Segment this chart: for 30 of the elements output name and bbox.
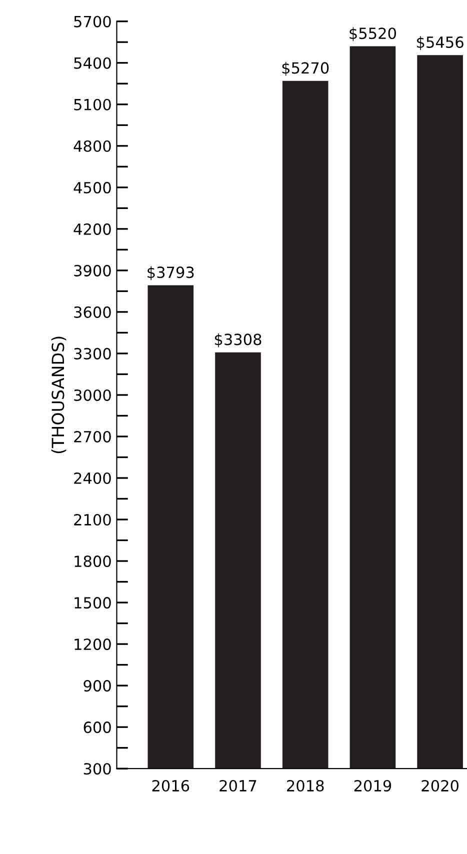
data-label: $5456 bbox=[417, 36, 464, 50]
y-tick-label: 900 bbox=[84, 680, 111, 692]
y-tick-label: 1200 bbox=[74, 638, 111, 650]
y-tick-label: 4200 bbox=[74, 223, 111, 235]
y-tick-label: 4800 bbox=[74, 140, 111, 152]
data-label: $3793 bbox=[148, 266, 194, 280]
y-tick-label: 2100 bbox=[74, 514, 111, 526]
y-tick-label: 5400 bbox=[74, 57, 111, 69]
y-tick-label: 3000 bbox=[74, 389, 111, 401]
x-tick-label: 2018 bbox=[287, 780, 324, 792]
y-tick-label: 3600 bbox=[74, 306, 111, 318]
y-tick-label: 600 bbox=[84, 722, 111, 734]
y-tick-label: 5100 bbox=[74, 98, 111, 110]
y-tick-label: 1800 bbox=[74, 555, 111, 568]
y-tick-label: 5700 bbox=[74, 16, 111, 28]
y-tick-label: 300 bbox=[84, 763, 111, 775]
data-label: $5520 bbox=[350, 27, 396, 42]
y-tick-label: 1500 bbox=[74, 597, 111, 609]
x-tick-label: 2019 bbox=[354, 780, 392, 792]
y-tick-label: 3900 bbox=[74, 264, 111, 276]
y-axis-title: (THOUSANDS) bbox=[51, 336, 66, 454]
y-tick-label: 2700 bbox=[74, 430, 111, 443]
y-tick-label: 3300 bbox=[74, 348, 111, 360]
x-tick-label: 2016 bbox=[152, 780, 190, 792]
data-label: $5270 bbox=[282, 62, 329, 76]
y-tick-label: 2400 bbox=[74, 472, 111, 484]
x-tick-label: 2020 bbox=[422, 780, 458, 792]
data-label: $3308 bbox=[214, 333, 262, 348]
x-tick-label: 2017 bbox=[220, 780, 256, 792]
y-tick-label: 4500 bbox=[74, 182, 111, 194]
